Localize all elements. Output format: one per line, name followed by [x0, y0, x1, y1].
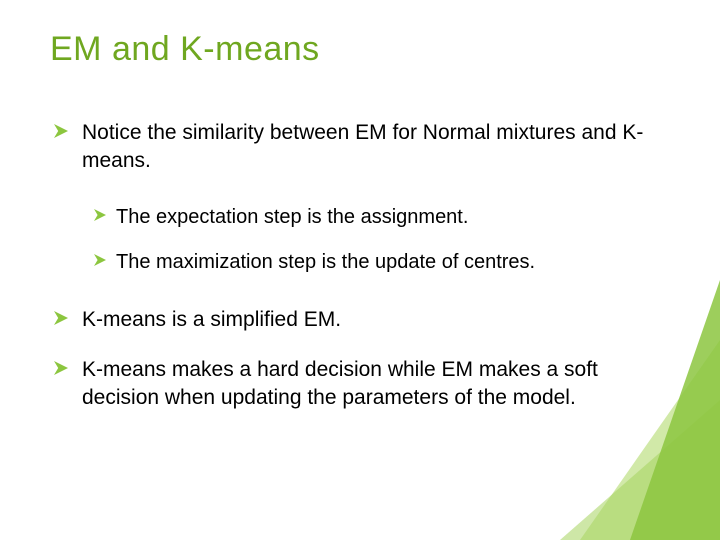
bullet-text: Notice the similarity between EM for Nor…	[82, 119, 660, 176]
sub-bullet-text: The maximization step is the update of c…	[116, 249, 535, 276]
bullet-icon	[54, 124, 68, 138]
slide-title: EM and K-means	[50, 30, 660, 69]
bullet-item: K-means is a simplified EM.	[54, 306, 660, 334]
slide: EM and K-means Notice the similarity bet…	[0, 0, 720, 540]
bullet-text: K-means is a simplified EM.	[82, 306, 341, 334]
bullet-icon	[54, 361, 68, 375]
bullet-icon	[94, 254, 106, 266]
bullet-item: Notice the similarity between EM for Nor…	[54, 119, 660, 176]
slide-content: Notice the similarity between EM for Nor…	[50, 119, 660, 413]
sub-list: The expectation step is the assignment. …	[54, 204, 660, 276]
bullet-text: K-means makes a hard decision while EM m…	[82, 356, 660, 413]
sub-item: The maximization step is the update of c…	[94, 249, 660, 276]
bullet-icon	[54, 311, 68, 325]
bullet-item: K-means makes a hard decision while EM m…	[54, 356, 660, 413]
sub-item: The expectation step is the assignment.	[94, 204, 660, 231]
bullet-icon	[94, 209, 106, 221]
decoration-triangle	[560, 400, 720, 540]
sub-bullet-text: The expectation step is the assignment.	[116, 204, 468, 231]
